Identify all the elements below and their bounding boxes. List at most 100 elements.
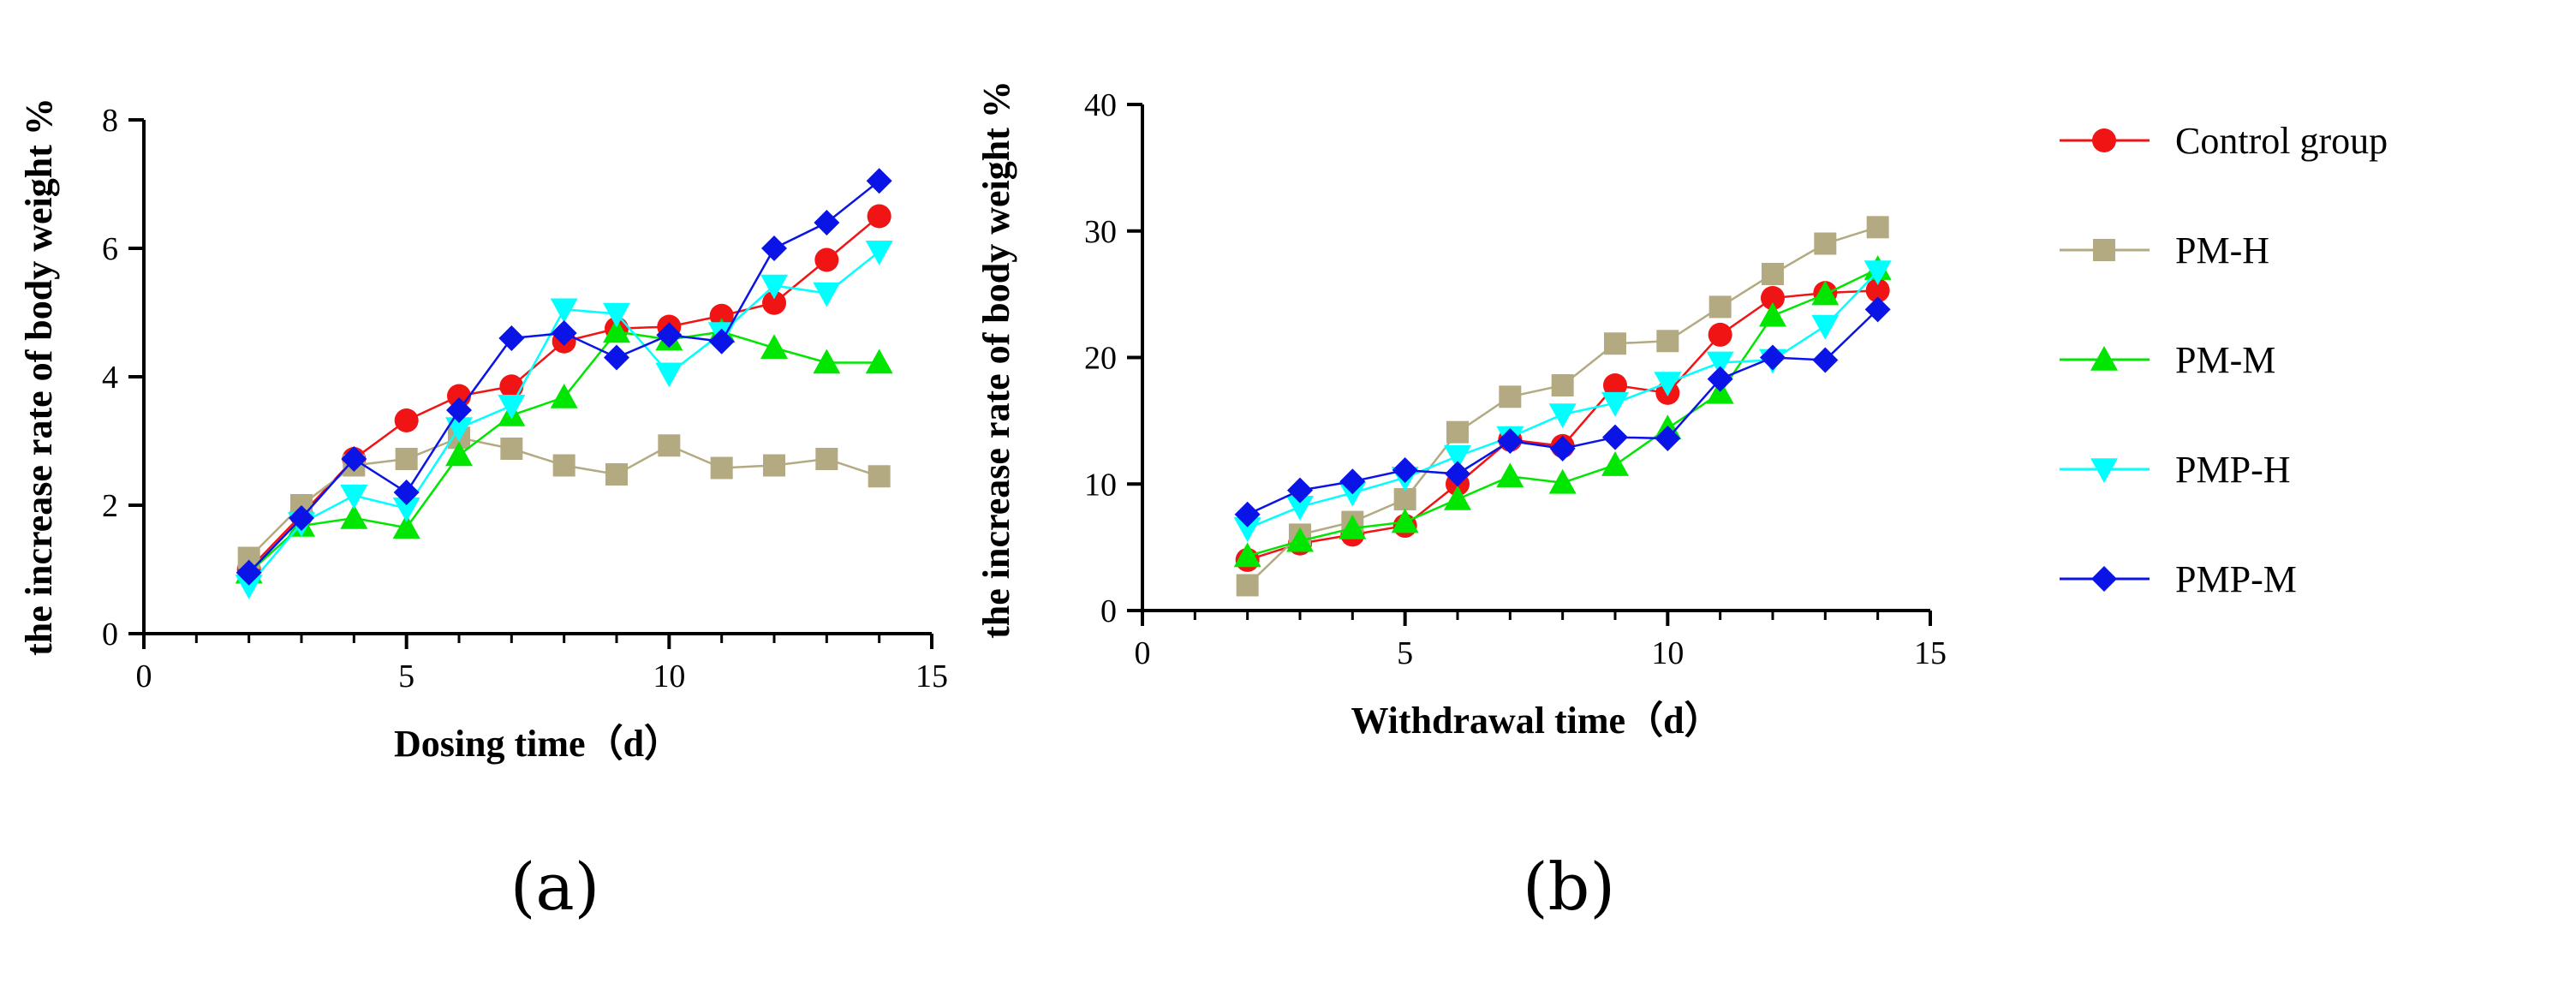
data-point-pmpm	[341, 446, 367, 472]
data-point-pmpm	[814, 210, 840, 235]
legend-label: PMP-M	[2175, 558, 2297, 600]
data-point-pmm	[1391, 508, 1419, 533]
legend-item-control: Control group	[2060, 120, 2388, 162]
legend-marker-pmpm	[2091, 566, 2117, 592]
data-point-pmh	[500, 438, 523, 460]
data-point-pmm	[1759, 301, 1786, 327]
data-point-pmh	[395, 448, 418, 470]
data-point-pmph	[340, 484, 368, 509]
legend-marker-pmm	[2090, 346, 2118, 371]
data-point-pmph	[655, 362, 683, 388]
y-tick-label: 10	[1084, 467, 1117, 503]
data-point-control	[499, 374, 524, 399]
data-point-pmh	[658, 434, 681, 457]
data-point-pmpm	[761, 235, 787, 261]
data-point-pmpm	[236, 559, 262, 586]
data-point-pmm	[813, 349, 841, 374]
data-point-pmh	[1708, 295, 1732, 319]
legend-label: PM-M	[2175, 339, 2275, 381]
data-point-pmh	[1499, 385, 1522, 408]
data-point-pmph	[1286, 496, 1314, 521]
data-point-pmph	[1233, 517, 1261, 542]
data-point-pmh	[1446, 420, 1469, 444]
data-point-pmph	[235, 574, 263, 599]
x-tick-label: 5	[1397, 635, 1413, 671]
y-tick-label: 6	[102, 231, 118, 267]
data-point-pmph	[498, 394, 526, 420]
data-point-pmh	[868, 465, 891, 488]
data-point-pmpm	[708, 328, 735, 355]
data-point-control	[1865, 278, 1890, 303]
data-point-pmph	[1444, 444, 1471, 470]
data-point-pmpm	[604, 344, 629, 371]
data-point-pmm	[603, 318, 630, 343]
data-point-pmm	[392, 514, 420, 539]
data-point-pmh	[1604, 332, 1626, 355]
data-point-pmph	[603, 302, 630, 328]
data-point-pmh	[1236, 574, 1259, 597]
data-point-control	[814, 247, 839, 272]
data-point-pmpm	[1760, 344, 1786, 371]
chart-a: 0 5 10 15 0 2 4 6 8 Dosing time（d） the increase ra…	[18, 98, 948, 925]
data-point-control	[1761, 286, 1785, 311]
legend-item-pmpm: PMP-M	[2060, 558, 2297, 600]
panel-label: (b)	[1523, 849, 1615, 925]
x-tick-label: 15	[1914, 635, 1947, 671]
series-pmm	[235, 318, 893, 584]
chart-b: 0 5 10 15 0 10 20 30 40 Withdrawal time（d） the inc…	[975, 80, 1947, 925]
x-tick-label: 15	[915, 658, 948, 694]
data-point-pmpm	[289, 505, 314, 531]
data-point-pmph	[813, 282, 841, 307]
series-pmh	[237, 426, 891, 569]
data-point-pmm	[1548, 468, 1577, 494]
data-point-pmm	[1811, 280, 1840, 306]
legend-item-pmh: PM-H	[2060, 229, 2269, 271]
data-point-control	[394, 408, 419, 432]
data-point-pmph	[760, 274, 788, 300]
data-point-pmh	[763, 454, 785, 477]
data-point-pmm	[1444, 485, 1471, 510]
data-point-pmpm	[1445, 461, 1470, 487]
data-point-pmm	[865, 349, 893, 374]
data-point-control	[1708, 322, 1732, 347]
y-tick-label: 0	[102, 617, 118, 652]
data-point-pmpm	[1655, 426, 1681, 452]
y-tick-label: 20	[1084, 341, 1117, 377]
legend-item-pmm: PM-M	[2060, 339, 2275, 381]
data-point-pmpm	[1392, 456, 1418, 483]
data-point-pmm	[445, 441, 473, 467]
data-point-pmm	[1601, 451, 1629, 476]
data-point-pmm	[1286, 527, 1314, 552]
data-point-pmm	[340, 504, 368, 529]
data-point-pmph	[1601, 391, 1629, 417]
data-point-pmph	[392, 497, 420, 522]
data-point-pmh	[1866, 216, 1889, 239]
x-axis-title: Withdrawal time（d）	[1351, 700, 1721, 742]
data-point-pmm	[1233, 542, 1261, 568]
data-point-control	[762, 290, 786, 315]
data-point-pmpm	[498, 325, 525, 351]
data-point-pmpm	[393, 480, 420, 505]
legend: Control group PM-H PM-M PMP-H PMP-M	[2060, 120, 2388, 600]
data-point-pmph	[1548, 403, 1577, 428]
x-axis-title: Dosing time（d）	[394, 723, 682, 765]
x-tick-label: 10	[1651, 635, 1684, 671]
legend-label: Control group	[2175, 120, 2388, 162]
data-point-pmpm	[1339, 468, 1366, 495]
data-point-pmpm	[1707, 366, 1733, 392]
legend-marker-pmh	[2093, 239, 2115, 261]
y-tick-label: 2	[102, 488, 118, 524]
data-point-pmph	[550, 298, 578, 324]
y-tick-label: 30	[1084, 214, 1117, 250]
series-line-pmm	[247, 331, 880, 574]
data-point-pmh	[1762, 262, 1784, 285]
series-pmpm	[1234, 296, 1891, 527]
data-point-pmh	[1814, 232, 1837, 255]
data-point-pmph	[445, 417, 473, 442]
data-point-pmpm	[1234, 501, 1261, 527]
data-point-control	[867, 204, 891, 229]
data-point-pmh	[1551, 374, 1574, 397]
data-point-pmm	[550, 384, 578, 408]
y-tick-label: 4	[102, 360, 118, 396]
